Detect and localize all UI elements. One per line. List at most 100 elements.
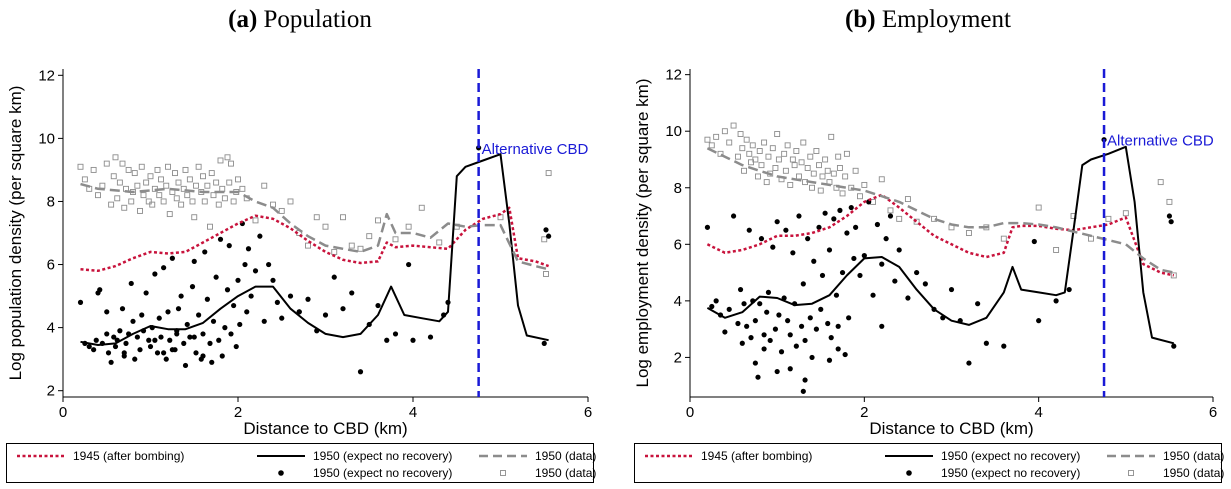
x-tick-label: 6 — [584, 404, 592, 421]
data-dot-point — [813, 326, 819, 332]
data-square-point — [965, 230, 972, 236]
data-dot-point — [1053, 298, 1059, 304]
data-square-point — [90, 166, 97, 173]
data-dot-point — [112, 343, 119, 350]
legend-label: 1945 (after bombing) — [73, 449, 185, 463]
data-square-point — [213, 179, 220, 186]
data-dot-point — [331, 274, 337, 280]
data-dot-point — [123, 340, 129, 346]
data-square-point — [221, 195, 228, 202]
data-square-point — [204, 182, 211, 189]
data-dot-point — [837, 207, 843, 213]
data-dot-point — [793, 343, 799, 349]
data-square-point — [195, 163, 202, 170]
y-tick-label: 8 — [47, 193, 55, 210]
x-tick-label: 4 — [1034, 404, 1042, 421]
data-dot-point — [266, 261, 272, 268]
legend-label: 1945 (after bombing) — [701, 449, 813, 463]
legend-key-square — [1105, 465, 1157, 481]
legend-key-dot — [255, 465, 307, 481]
data-dot-point — [279, 315, 285, 321]
data-dot-point — [191, 334, 197, 340]
data-square-point — [852, 167, 859, 174]
cbd-annotation: Alternative CBD — [1107, 132, 1214, 149]
legend: 1945 (after bombing) 1950 (expect no rec… — [634, 443, 1224, 483]
data-dot-point — [800, 281, 806, 287]
data-dot-point — [174, 331, 180, 337]
data-dot-point — [1036, 318, 1042, 324]
data-square-point — [313, 214, 320, 221]
data-dot-point — [222, 325, 228, 331]
data-dot-point — [248, 293, 254, 299]
data-square-point — [708, 142, 715, 149]
data-dot-point — [224, 287, 231, 293]
data-square-point — [730, 122, 737, 129]
data-dot-point — [226, 243, 232, 249]
data-dot-point — [790, 250, 796, 256]
data-dot-point — [167, 337, 173, 343]
y-tick-label: 10 — [38, 130, 55, 147]
data-dot-point — [1168, 219, 1174, 225]
data-dot-point — [261, 318, 267, 324]
series-line-1945 — [706, 193, 1175, 277]
data-dot-point — [200, 331, 206, 337]
data-square-point — [191, 214, 198, 221]
employment-chart: 2 4 6 8 10 12 0 2 4 6 Distance to CBD (km) Log empl… — [633, 67, 1217, 438]
y-tick-label: 6 — [674, 236, 682, 253]
data-square-point — [828, 133, 835, 140]
data-dot-point — [104, 309, 110, 315]
data-dot-point — [134, 334, 140, 340]
data-square-point — [375, 217, 381, 224]
data-dot-point — [200, 353, 206, 359]
data-square-point — [810, 170, 817, 177]
data-dot-point — [108, 359, 114, 365]
data-dot-point — [835, 323, 841, 329]
data-dot-point — [755, 374, 761, 380]
data-dot-point — [193, 350, 199, 356]
data-square-point — [193, 182, 199, 189]
data-square-point — [752, 156, 759, 163]
data-dot-point — [757, 301, 763, 307]
data-square-point — [713, 133, 720, 140]
data-square-point — [737, 131, 744, 137]
data-square-point — [95, 192, 101, 199]
y-tick-label: 12 — [38, 67, 55, 84]
data-dot-point — [349, 290, 355, 296]
data-dot-point — [161, 265, 167, 271]
data-dot-point — [778, 349, 785, 355]
data-dot-point — [774, 219, 780, 225]
data-square-point — [172, 170, 178, 177]
data-square-point — [147, 173, 154, 180]
data-square-point — [154, 166, 161, 173]
data-square-point — [807, 153, 814, 160]
legend-key-dotted — [643, 448, 695, 464]
data-dot-point — [296, 309, 302, 315]
data-square-point — [1157, 179, 1164, 186]
data-square-point — [545, 170, 552, 177]
data-dot-point — [189, 284, 196, 290]
data-dot-point — [237, 321, 243, 328]
data-square-point — [717, 150, 724, 157]
panel-title-text: Employment — [881, 6, 1011, 33]
legend-item-1950-noreco-line: 1950 (expect no recovery) — [255, 448, 452, 464]
legend-key-dotted — [15, 448, 67, 464]
data-dot-point — [117, 328, 123, 334]
data-dot-point — [704, 224, 711, 230]
legend: 1945 (after bombing) 1950 (expect no rec… — [6, 443, 596, 483]
data-square-point — [793, 148, 800, 154]
legend-key-dashed — [1105, 448, 1157, 464]
data-square-point — [331, 248, 338, 255]
data-square-point — [99, 182, 106, 189]
data-dot-point — [139, 312, 145, 318]
data-square-point — [137, 207, 143, 214]
data-square-point — [208, 170, 215, 177]
data-dot-point — [735, 320, 741, 327]
data-square-point — [782, 167, 789, 174]
y-axis-label: Log population density (per square km) — [6, 86, 25, 381]
data-dot-point — [152, 337, 158, 343]
data-dot-point — [828, 335, 834, 341]
data-dot-point — [851, 255, 857, 262]
data-dot-point — [152, 271, 158, 277]
data-dot-point — [809, 354, 815, 361]
data-dot-point — [384, 337, 390, 343]
